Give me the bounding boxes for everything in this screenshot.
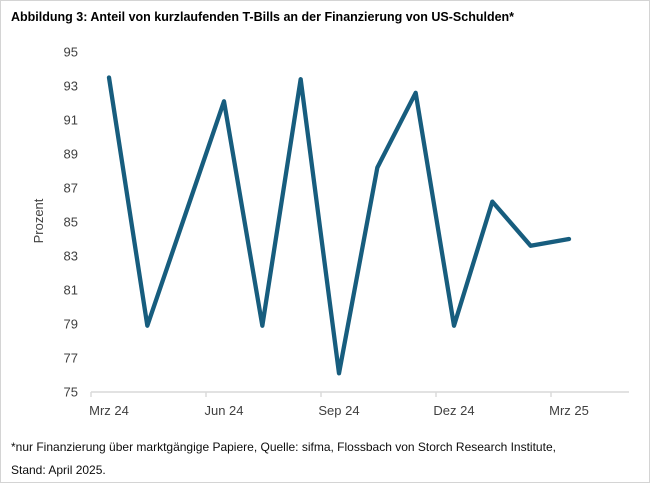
y-axis-title: Prozent — [31, 198, 46, 243]
x-tick-label: Mrz 24 — [89, 403, 129, 418]
y-axis-tick-labels: 75 77 79 81 83 85 87 89 91 93 95 — [64, 45, 78, 400]
y-tick-label: 83 — [64, 249, 78, 264]
x-tick-label: Dez 24 — [433, 403, 474, 418]
footnote-line-1: *nur Finanzierung über marktgängige Papi… — [11, 440, 556, 454]
figure-footnote: *nur Finanzierung über marktgängige Papi… — [11, 436, 641, 482]
y-tick-label: 87 — [64, 181, 78, 196]
x-tick-label: Jun 24 — [204, 403, 243, 418]
y-tick-label: 75 — [64, 385, 78, 400]
y-tick-label: 81 — [64, 283, 78, 298]
figure-title: Abbildung 3: Anteil von kurzlaufenden T-… — [11, 10, 515, 24]
y-tick-label: 85 — [64, 215, 78, 230]
x-tick-label: Sep 24 — [318, 403, 359, 418]
y-tick-label: 95 — [64, 45, 78, 60]
x-tick-label: Mrz 25 — [549, 403, 589, 418]
series-line — [106, 75, 572, 376]
x-axis-tick-labels: Mrz 24 Jun 24 Sep 24 Dez 24 Mrz 25 — [89, 403, 589, 418]
x-axis-ticks — [90, 392, 552, 397]
y-tick-label: 89 — [64, 147, 78, 162]
footnote-line-2: Stand: April 2025. — [11, 463, 106, 477]
y-tick-label: 77 — [64, 351, 78, 366]
y-tick-label: 93 — [64, 79, 78, 94]
y-tick-label: 91 — [64, 113, 78, 128]
y-tick-label: 79 — [64, 317, 78, 332]
